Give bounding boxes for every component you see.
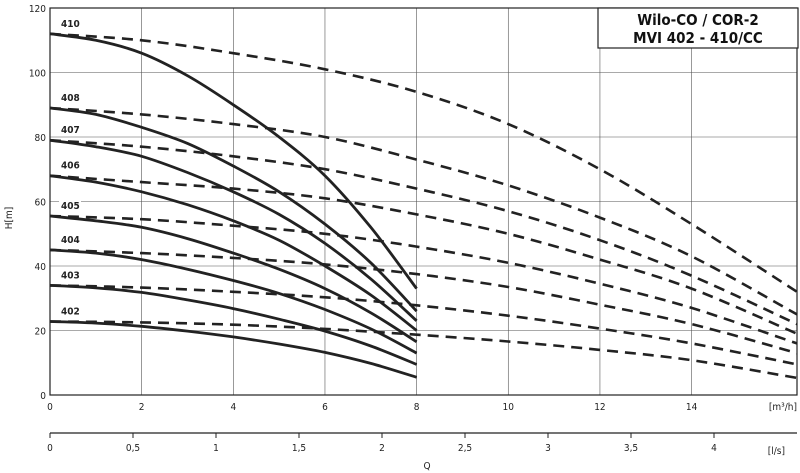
x-axis-label: Q [423,461,430,472]
series-label-bg-403 [59,269,81,281]
series-labels: 410 408 407 406 405 404 403 402 [59,17,81,317]
plot-border [49,7,798,396]
curves [49,32,798,380]
curve-408-dual-pump [49,106,798,316]
series-label-407: 407 [61,125,80,136]
curve-402-single-pump [49,320,418,379]
curve-404-dual-pump [49,248,798,355]
secondary-x-axis: 0 0,5 1 1,5 2 2,5 3 3,5 4 [47,432,797,454]
series-label-bg-408 [59,91,81,103]
curve-403-dual-pump [49,284,798,366]
curve-406-single-pump [49,174,418,332]
x2-tick-label-4: 2 [379,443,385,454]
series-label-bg-402 [59,305,81,317]
x2-axis-unit: [l/s] [768,446,785,457]
curve-410-dual-pump [49,32,798,293]
x2-tick-label-2: 1 [213,443,219,454]
series-label-bg-410 [59,17,81,29]
y-tick-label-1: 20 [35,327,47,338]
series-label-bg-407 [59,124,81,136]
grid [49,7,797,396]
x-tick-label-7: 14 [686,402,698,413]
y-tick-label-3: 60 [35,198,47,209]
series-label-403: 403 [61,270,80,281]
series-label-402: 402 [61,306,80,317]
title-line-1: Wilo-CO / COR-2 [637,11,758,29]
y-tick-label-0: 0 [40,391,46,402]
y-tick-label-2: 40 [35,262,47,273]
series-label-405: 405 [61,201,80,212]
series-label-bg-404 [59,233,81,245]
x-tick-label-4: 8 [414,402,420,413]
curve-406-dual-pump [49,174,798,335]
x-tick-label-2: 4 [230,402,236,413]
series-label-bg-405 [59,200,81,212]
curve-407-dual-pump [49,138,798,326]
curve-404-single-pump [49,248,418,355]
x-tick-label-1: 2 [139,402,145,413]
curve-405-dual-pump [49,214,798,345]
y-tick-label-5: 100 [29,69,46,80]
curve-410-single-pump [49,32,418,290]
series-label-406: 406 [61,161,80,172]
x2-tick-label-1: 0,5 [126,443,140,454]
x-tick-label-6: 12 [594,402,605,413]
series-label-410: 410 [61,19,80,30]
x-tick-label-3: 6 [322,402,328,413]
x2-tick-label-3: 1,5 [292,443,306,454]
x-axis-ticks: 0 2 4 6 8 10 12 14 [47,402,697,413]
curve-403-single-pump [49,284,418,366]
x2-tick-label-5: 2,5 [458,443,472,454]
x-tick-label-0: 0 [47,402,53,413]
title-line-2: MVI 402 - 410/CC [633,29,763,47]
series-label-408: 408 [61,93,80,104]
y-axis-ticks: 0 20 40 60 80 100 120 [29,4,46,402]
curve-408-single-pump [49,106,418,313]
curve-405-single-pump [49,214,418,343]
x2-tick-label-6: 3 [545,443,551,454]
x-tick-label-5: 10 [503,402,515,413]
x2-tick-label-8: 4 [711,443,717,454]
plot-frame [49,7,798,396]
series-label-404: 404 [61,235,80,246]
x2-tick-label-0: 0 [47,443,53,454]
y-axis-label: H[m] [4,207,15,230]
y-tick-label-6: 120 [29,4,46,15]
series-label-bg-406 [59,159,81,171]
curve-402-dual-pump [49,320,798,380]
x2-tick-label-7: 3,5 [624,443,638,454]
x-axis-unit: [m³/h] [769,402,797,413]
y-tick-label-4: 80 [35,133,47,144]
title-box: Wilo-CO / COR-2 MVI 402 - 410/CC [597,7,799,49]
